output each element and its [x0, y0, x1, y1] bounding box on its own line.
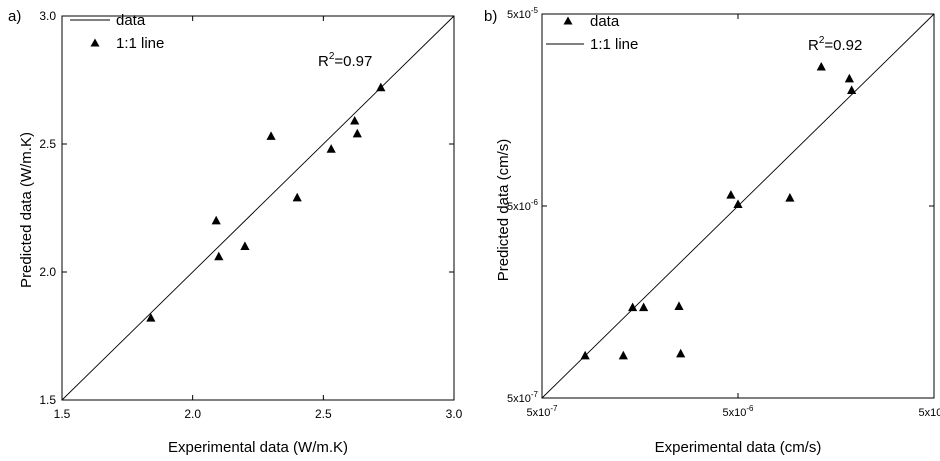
x-axis-title: Experimental data (cm/s) — [655, 439, 822, 456]
data-point-marker — [580, 350, 590, 360]
data-point-marker — [676, 348, 686, 358]
y-tick-label: 1.5 — [39, 393, 56, 407]
r-squared-annotation: R2=0.92 — [808, 35, 862, 54]
legend-triangle-marker — [90, 38, 100, 47]
legend-triangle-marker — [563, 16, 573, 25]
data-point-marker — [726, 190, 736, 199]
data-point-marker — [733, 199, 743, 208]
x-axis-title: Experimental data (W/m.K) — [168, 439, 348, 456]
y-axis-title: Predicted data (cm/s) — [495, 139, 512, 282]
legend-label-1to1: 1:1 line — [116, 35, 164, 52]
data-point-marker — [674, 301, 684, 310]
x-tick-label: 3.0 — [446, 407, 463, 421]
data-point-marker — [292, 192, 302, 202]
legend: data 1:1 line — [70, 12, 164, 52]
x-tick-label: 5x10-5 — [919, 404, 940, 419]
data-point-marker — [211, 215, 221, 225]
data-point-marker — [639, 302, 649, 312]
axis-ticks — [61, 15, 455, 401]
legend-label-data: data — [116, 12, 146, 29]
data-point-marker — [214, 251, 224, 261]
one-to-one-line — [61, 15, 455, 401]
data-point-marker — [618, 350, 628, 360]
data-point-marker — [146, 313, 156, 322]
legend-label-1to1: 1:1 line — [590, 36, 638, 53]
data-point-marker — [326, 144, 336, 153]
data-point-marker — [376, 82, 386, 92]
x-tick-label: 2.5 — [315, 407, 332, 421]
x-tick-label: 5x10-6 — [723, 404, 755, 419]
panel-label: a) — [8, 8, 21, 25]
data-point-marker — [240, 241, 250, 250]
y-tick-label: 3.0 — [39, 9, 56, 23]
x-tick-labels: 5x10-7 5x10-6 5x10-5 — [527, 404, 940, 419]
y-tick-labels: 5x10-7 5x10-6 5x10-5 — [507, 6, 539, 405]
data-points — [146, 82, 386, 322]
x-tick-label: 5x10-7 — [527, 404, 559, 419]
data-point-marker — [844, 73, 854, 83]
data-point-marker — [816, 61, 826, 71]
legend-label-data: data — [590, 13, 620, 30]
y-tick-label: 2.5 — [39, 137, 56, 151]
y-tick-labels: 1.5 2.0 2.5 3.0 — [39, 9, 56, 407]
legend: data 1:1 line — [546, 13, 638, 53]
r-squared-annotation: R2=0.97 — [318, 51, 372, 70]
y-tick-label: 2.0 — [39, 265, 56, 279]
y-tick-label: 5x10-6 — [507, 198, 539, 213]
plot-frame — [61, 15, 455, 401]
panel-b: b) 5x10-7 5x10-6 5x10-5 5x10-7 5x10-6 5x10-5… — [484, 6, 940, 456]
panel-a: a) 1.5 2.0 2.5 3.0 1.5 2.0 2.5 3.0 data 1:1 li… — [8, 8, 463, 456]
axis-ticks — [541, 13, 935, 399]
data-point-marker — [350, 115, 360, 125]
x-tick-labels: 1.5 2.0 2.5 3.0 — [54, 407, 463, 421]
x-tick-label: 2.0 — [184, 407, 201, 421]
y-axis-title: Predicted data (W/m.K) — [18, 132, 35, 288]
x-tick-label: 1.5 — [54, 407, 71, 421]
y-tick-label: 5x10-7 — [507, 390, 539, 405]
data-points — [580, 61, 857, 360]
data-point-marker — [352, 128, 362, 138]
data-point-marker — [628, 302, 638, 312]
panel-label: b) — [484, 8, 497, 25]
data-point-marker — [266, 131, 276, 140]
data-point-marker — [847, 85, 857, 95]
data-point-marker — [785, 193, 795, 202]
y-tick-label: 5x10-5 — [507, 6, 539, 21]
